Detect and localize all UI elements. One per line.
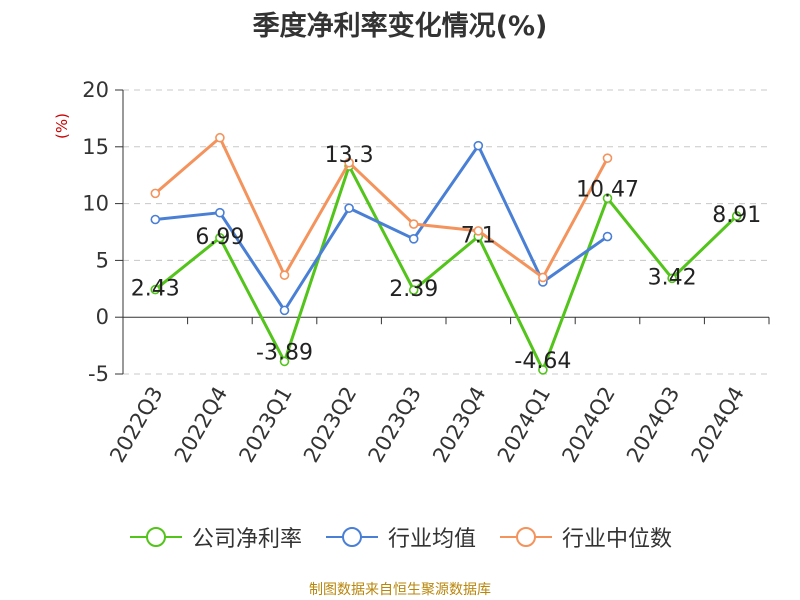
series-line-1 xyxy=(154,164,738,372)
y-tick-label: -5 xyxy=(88,362,109,386)
y-tick-label: 0 xyxy=(96,305,109,329)
legend-circle xyxy=(145,527,166,547)
series-line-3 xyxy=(154,136,609,279)
data-point xyxy=(215,232,225,243)
data-label: 6.99 xyxy=(195,225,244,250)
legend-label: 行业均值 xyxy=(387,527,476,552)
y-tick-label: 20 xyxy=(82,78,109,102)
data-point xyxy=(279,356,290,367)
data-point xyxy=(408,219,419,229)
y-tick-label: 10 xyxy=(82,192,109,216)
y-tick-label: 5 xyxy=(96,248,109,272)
source-note: 制图数据来自恒生聚源数据库 xyxy=(309,582,491,598)
data-point xyxy=(731,211,742,221)
x-tick-label: 2023Q3 xyxy=(364,383,426,467)
data-label: 2.43 xyxy=(131,277,180,302)
legend-marker-icon xyxy=(500,527,552,547)
data-point xyxy=(602,153,613,163)
data-point xyxy=(473,226,484,236)
legend-item: 公司净利率 xyxy=(128,521,302,553)
data-point xyxy=(408,285,419,295)
x-tick-label: 2022Q4 xyxy=(170,383,232,467)
data-label: 3.42 xyxy=(648,265,697,290)
data-point xyxy=(602,231,613,242)
series-layer xyxy=(150,132,742,375)
data-point xyxy=(473,140,484,151)
legend-item: 行业中位数 xyxy=(498,521,672,553)
data-point xyxy=(150,188,161,199)
data-point xyxy=(215,207,225,218)
x-tick-label: 2024Q1 xyxy=(493,383,555,467)
x-tick-label: 2022Q3 xyxy=(105,383,167,467)
legend-item: 行业均值 xyxy=(324,521,476,553)
legend-marker-icon xyxy=(129,527,182,547)
data-label: -3.89 xyxy=(256,340,313,365)
data-label-layer: 2.43 6.99 -3.89 13.3 2.39 7.1 -4.64 10.47 3.42 8.… xyxy=(131,143,761,374)
data-label: -4.64 xyxy=(514,349,571,374)
data-point xyxy=(538,365,548,375)
data-point xyxy=(150,214,161,225)
legend-circle xyxy=(341,527,362,547)
data-point xyxy=(408,234,419,244)
y-tick-label: 15 xyxy=(82,135,109,159)
data-label: 2.39 xyxy=(389,277,438,302)
data-point xyxy=(279,270,290,280)
data-label: 8.91 xyxy=(712,203,761,228)
data-label: 7.1 xyxy=(461,224,496,249)
y-axis-label: (%) xyxy=(53,113,71,139)
x-tick-label: 2024Q3 xyxy=(622,383,684,467)
chart-title: 季度净利率变化情况(%) xyxy=(252,11,548,42)
data-label: 13.3 xyxy=(325,143,374,168)
data-point xyxy=(344,157,354,168)
legend-marker-icon xyxy=(325,527,378,547)
x-tick-label: 2023Q1 xyxy=(234,383,296,467)
data-point xyxy=(538,272,548,283)
x-tick-label: 2024Q4 xyxy=(687,383,749,467)
legend: 公司净利率 行业均值 行业中位数 xyxy=(0,520,800,554)
legend-label: 公司净利率 xyxy=(191,527,302,552)
x-tick-label: 2023Q2 xyxy=(299,383,361,467)
data-point xyxy=(344,203,354,213)
x-tick-label: 2024Q2 xyxy=(557,383,619,467)
legend-circle xyxy=(516,527,536,547)
series-line-2 xyxy=(155,144,609,312)
data-point xyxy=(602,193,613,204)
x-tick-label: 2023Q4 xyxy=(428,383,490,467)
data-point xyxy=(279,305,290,316)
data-point xyxy=(667,273,677,284)
grid-layer xyxy=(123,89,769,375)
legend-label: 行业中位数 xyxy=(562,527,673,552)
data-point xyxy=(150,284,161,295)
data-point xyxy=(215,132,225,143)
data-label: 10.47 xyxy=(576,177,639,202)
